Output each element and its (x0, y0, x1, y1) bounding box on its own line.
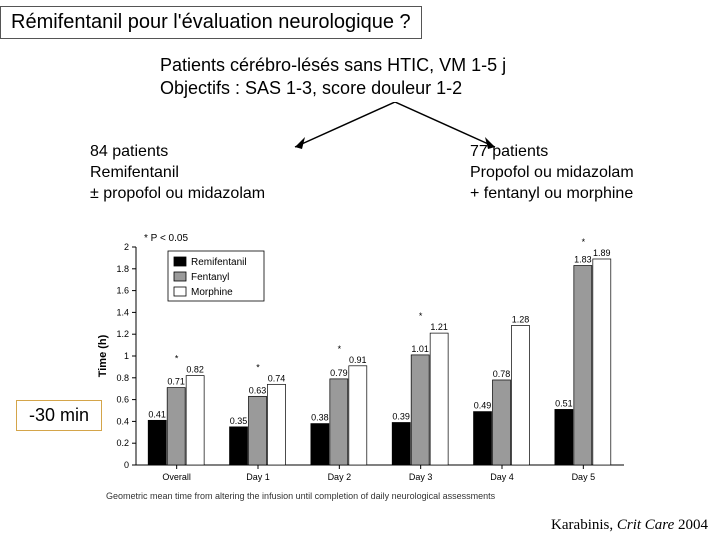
arm-left-l3: ± propofol ou midazolam (90, 184, 265, 205)
svg-text:1.01: 1.01 (411, 344, 429, 354)
citation-journal: Crit Care (617, 517, 674, 533)
svg-text:*: * (175, 354, 179, 364)
svg-text:0.91: 0.91 (349, 355, 367, 365)
citation-author: Karabinis, (551, 517, 617, 533)
svg-text:Day 1: Day 1 (246, 472, 270, 482)
study-description: Patients cérébro-lésés sans HTIC, VM 1-5… (160, 54, 506, 101)
svg-text:1.8: 1.8 (116, 264, 129, 274)
arm-right-l2: Propofol ou midazolam (470, 163, 634, 184)
arm-right: 77 patients Propofol ou midazolam + fent… (470, 142, 634, 204)
svg-text:1.4: 1.4 (116, 307, 129, 317)
svg-text:*: * (338, 344, 342, 354)
svg-text:0.78: 0.78 (493, 369, 511, 379)
svg-text:0.4: 0.4 (116, 416, 129, 426)
svg-text:1.83: 1.83 (574, 255, 592, 265)
svg-text:Overall: Overall (162, 472, 191, 482)
svg-text:Day 2: Day 2 (328, 472, 352, 482)
svg-text:0.71: 0.71 (167, 377, 185, 387)
time-bar-chart: 0 0.2 0.4 0.6 0.8 1 1.2 1.4 1.6 1.8 2 Time (h) * P <… (92, 225, 632, 505)
svg-text:0: 0 (124, 460, 129, 470)
svg-text:*: * (256, 362, 260, 372)
svg-text:*: * (419, 311, 423, 321)
svg-text:1.2: 1.2 (116, 329, 129, 339)
svg-text:Day 5: Day 5 (572, 472, 596, 482)
svg-text:0.41: 0.41 (148, 409, 166, 419)
svg-text:1.28: 1.28 (512, 314, 530, 324)
svg-text:0.38: 0.38 (311, 413, 329, 423)
arm-left-l2: Remifentanil (90, 163, 265, 184)
svg-text:Morphine: Morphine (191, 287, 233, 298)
svg-text:Geometric mean time from alter: Geometric mean time from altering the in… (106, 491, 496, 501)
svg-text:0.2: 0.2 (116, 438, 129, 448)
svg-text:1.21: 1.21 (430, 322, 448, 332)
svg-text:1.89: 1.89 (593, 248, 611, 258)
svg-text:0.51: 0.51 (555, 398, 573, 408)
arm-left: 84 patients Remifentanil ± propofol ou m… (90, 142, 265, 204)
svg-text:0.79: 0.79 (330, 368, 348, 378)
page-title: Rémifentanil pour l'évaluation neurologi… (0, 6, 422, 39)
svg-text:0.8: 0.8 (116, 373, 129, 383)
citation-year: 2004 (674, 517, 708, 533)
subtitle-line-1: Patients cérébro-lésés sans HTIC, VM 1-5… (160, 54, 506, 77)
svg-text:1.6: 1.6 (116, 286, 129, 296)
svg-text:2: 2 (124, 242, 129, 252)
arm-right-l3: + fentanyl ou morphine (470, 184, 634, 205)
svg-text:1: 1 (124, 351, 129, 361)
svg-text:Time (h): Time (h) (97, 334, 109, 377)
svg-text:*: * (582, 237, 586, 247)
arm-right-l1: 77 patients (470, 142, 634, 163)
svg-text:Day 3: Day 3 (409, 472, 433, 482)
svg-text:0.63: 0.63 (249, 385, 267, 395)
svg-text:0.35: 0.35 (230, 416, 248, 426)
citation: Karabinis, Crit Care 2004 (551, 517, 708, 534)
svg-text:Fentanyl: Fentanyl (191, 272, 229, 283)
svg-text:0.6: 0.6 (116, 395, 129, 405)
svg-text:0.39: 0.39 (392, 411, 410, 421)
arm-left-l1: 84 patients (90, 142, 265, 163)
svg-text:0.49: 0.49 (474, 401, 492, 411)
svg-text:0.82: 0.82 (186, 365, 204, 375)
svg-text:0.74: 0.74 (268, 373, 286, 383)
highlight-badge: -30 min (16, 400, 102, 431)
svg-text:Day 4: Day 4 (490, 472, 514, 482)
svg-text:Remifentanil: Remifentanil (191, 257, 247, 268)
subtitle-line-2: Objectifs : SAS 1-3, score douleur 1-2 (160, 77, 506, 100)
svg-text:* P < 0.05: * P < 0.05 (144, 233, 188, 244)
